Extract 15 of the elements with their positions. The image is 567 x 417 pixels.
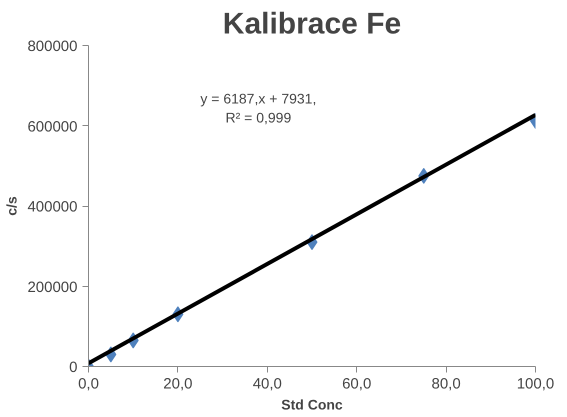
x-tick-label: 100,0 bbox=[516, 376, 554, 392]
y-tick-label: 200000 bbox=[27, 278, 78, 296]
y-tick-label: 400000 bbox=[27, 198, 78, 216]
annotation: y = 6187,x + 7931, R² = 0,999 bbox=[200, 90, 316, 126]
y-axis-title: c/s bbox=[3, 196, 20, 216]
y-tick-label: 800000 bbox=[27, 38, 78, 55]
y-tick-label: 0 bbox=[69, 359, 78, 376]
x-tick-label: 0,0 bbox=[78, 376, 99, 392]
x-tick-label: 80,0 bbox=[432, 376, 461, 392]
x-tick-label: 20,0 bbox=[163, 376, 193, 392]
chart-title: Kalibrace Fe bbox=[222, 8, 402, 40]
x-tick-label: 40,0 bbox=[252, 376, 282, 392]
x-axis-title: Std Conc bbox=[281, 396, 343, 412]
x-tick-label: 60,0 bbox=[342, 376, 372, 392]
y-tick-label: 600000 bbox=[27, 118, 78, 136]
